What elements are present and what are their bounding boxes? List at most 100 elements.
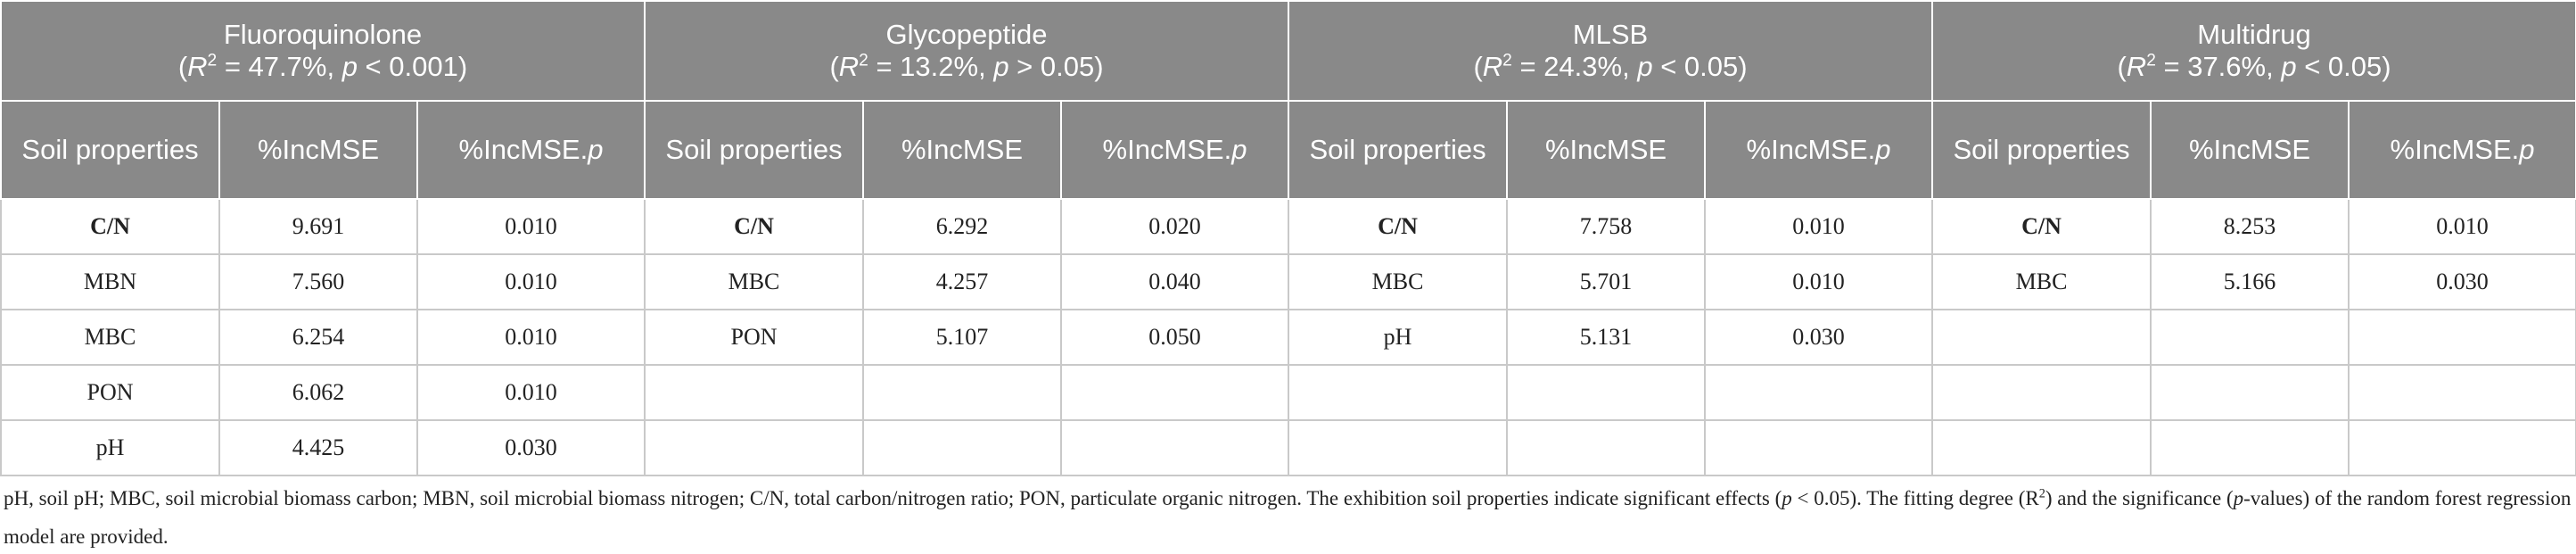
empty-cell xyxy=(1059,419,1290,476)
group-name: MLSB xyxy=(1572,19,1649,50)
footnote-part: p xyxy=(2233,487,2244,509)
empty-cell xyxy=(1931,419,2152,476)
value-cell: 0.010 xyxy=(1704,253,1934,310)
stat-part: < 0.05) xyxy=(1652,51,1748,82)
value-cell: 0.010 xyxy=(1704,198,1934,255)
group-name: Multidrug xyxy=(2197,19,2311,50)
group-header-row: Fluoroquinolone (R2 = 47.7%, p < 0.001) Gl… xyxy=(0,0,2576,102)
stat-part: > 0.05) xyxy=(1008,51,1104,82)
column-header: %IncMSE.p xyxy=(416,100,646,200)
footnote-part: < 0.05). The fitting degree (R xyxy=(1791,487,2039,509)
value-cell: 0.030 xyxy=(1704,309,1934,366)
empty-cell xyxy=(644,419,864,476)
empty-cell xyxy=(1931,364,2152,421)
footnote-part: ) and the significance ( xyxy=(2045,487,2234,509)
footnote: pH, soil pH; MBC, soil microbial biomass… xyxy=(0,476,2576,554)
column-header-part: p xyxy=(588,134,604,165)
value-cell: 0.010 xyxy=(416,364,646,421)
property-cell: PON xyxy=(0,364,220,421)
stat-part: = 24.3%, xyxy=(1511,51,1638,82)
footnote-part: 2 xyxy=(2038,486,2045,501)
empty-cell xyxy=(1704,419,1934,476)
property-cell: MBC xyxy=(1931,253,2152,310)
value-cell: 6.062 xyxy=(218,364,418,421)
value-cell: 0.030 xyxy=(2348,253,2576,310)
property-cell: PON xyxy=(644,309,864,366)
empty-cell xyxy=(2150,419,2350,476)
column-header: %IncMSE.p xyxy=(1059,100,1290,200)
column-header-part: p xyxy=(2519,134,2535,165)
stat-part: 2 xyxy=(1502,51,1512,70)
group-header: Glycopeptide (R2 = 13.2%, p > 0.05) xyxy=(643,0,1290,102)
stat-part: = 37.6%, xyxy=(2155,51,2282,82)
data-row: pH 4.425 0.030 xyxy=(0,419,2576,476)
value-cell: 5.107 xyxy=(862,309,1062,366)
value-cell: 6.254 xyxy=(218,309,418,366)
data-row: C/N 9.691 0.010 C/N 6.292 0.020 C/N 7.758 0.010 C… xyxy=(0,198,2576,255)
stat-part: ( xyxy=(1473,51,1483,82)
value-cell: 0.010 xyxy=(416,309,646,366)
column-header-row: Soil properties %IncMSE %IncMSE.p Soil prop… xyxy=(0,100,2576,200)
stat-part: ( xyxy=(829,51,839,82)
value-cell: 0.040 xyxy=(1059,253,1290,310)
empty-cell xyxy=(1506,419,1707,476)
property-cell: MBC xyxy=(1288,253,1509,310)
value-cell: 4.425 xyxy=(218,419,418,476)
group-header: Multidrug (R2 = 37.6%, p < 0.05) xyxy=(1931,0,2576,102)
empty-cell xyxy=(2348,309,2576,366)
table-body: C/N 9.691 0.010 C/N 6.292 0.020 C/N 7.758 0.010 C… xyxy=(0,198,2576,476)
property-cell: C/N xyxy=(0,198,220,255)
stat-part: p xyxy=(2281,51,2297,82)
empty-cell xyxy=(2348,419,2576,476)
column-header: Soil properties xyxy=(1931,100,2152,200)
value-cell: 5.701 xyxy=(1506,253,1707,310)
stat-part: ( xyxy=(2117,51,2127,82)
stat-part: p xyxy=(1637,51,1653,82)
empty-cell xyxy=(1059,364,1290,421)
group-header: Fluoroquinolone (R2 = 47.7%, p < 0.001) xyxy=(0,0,646,102)
property-cell: C/N xyxy=(644,198,864,255)
column-header-part: p xyxy=(1875,134,1891,165)
value-cell: 4.257 xyxy=(862,253,1062,310)
value-cell: 0.010 xyxy=(416,253,646,310)
empty-cell xyxy=(862,419,1062,476)
property-cell: MBC xyxy=(0,309,220,366)
empty-cell xyxy=(644,364,864,421)
empty-cell xyxy=(2348,364,2576,421)
footnote-part: -values) of the random forest regression… xyxy=(4,487,2572,548)
column-header: %IncMSE xyxy=(2150,100,2350,200)
value-cell: 5.131 xyxy=(1506,309,1707,366)
empty-cell xyxy=(2150,364,2350,421)
column-header-part: %IncMSE. xyxy=(1102,134,1232,165)
column-header: Soil properties xyxy=(644,100,864,200)
empty-cell xyxy=(1288,419,1509,476)
column-header: Soil properties xyxy=(1288,100,1509,200)
column-header-part: %IncMSE. xyxy=(2390,134,2520,165)
stat-part: 2 xyxy=(859,51,868,70)
property-cell: C/N xyxy=(1931,198,2152,255)
value-cell: 5.166 xyxy=(2150,253,2350,310)
value-cell: 9.691 xyxy=(218,198,418,255)
table-head: Fluoroquinolone (R2 = 47.7%, p < 0.001) Gl… xyxy=(0,0,2576,200)
stat-part: R xyxy=(187,51,208,82)
stat-part: R xyxy=(2126,51,2147,82)
stat-part: = 13.2%, xyxy=(868,51,994,82)
column-header-part: p xyxy=(1231,134,1247,165)
column-header-part: %IncMSE. xyxy=(1746,134,1876,165)
group-header: MLSB (R2 = 24.3%, p < 0.05) xyxy=(1288,0,1934,102)
footnote-part: pH, soil pH; MBC, soil microbial biomass… xyxy=(4,487,1782,509)
stat-part: < 0.05) xyxy=(2296,51,2391,82)
value-cell: 0.010 xyxy=(416,198,646,255)
stat-part: p xyxy=(342,51,358,82)
value-cell: 6.292 xyxy=(862,198,1062,255)
value-cell: 0.030 xyxy=(416,419,646,476)
group-stat: (R2 = 24.3%, p < 0.05) xyxy=(1298,51,1922,83)
stat-part: p xyxy=(993,51,1009,82)
property-cell: MBN xyxy=(0,253,220,310)
group-name: Glycopeptide xyxy=(885,19,1048,50)
column-header: %IncMSE xyxy=(218,100,418,200)
stat-part: < 0.001) xyxy=(357,51,468,82)
empty-cell xyxy=(862,364,1062,421)
empty-cell xyxy=(1931,309,2152,366)
